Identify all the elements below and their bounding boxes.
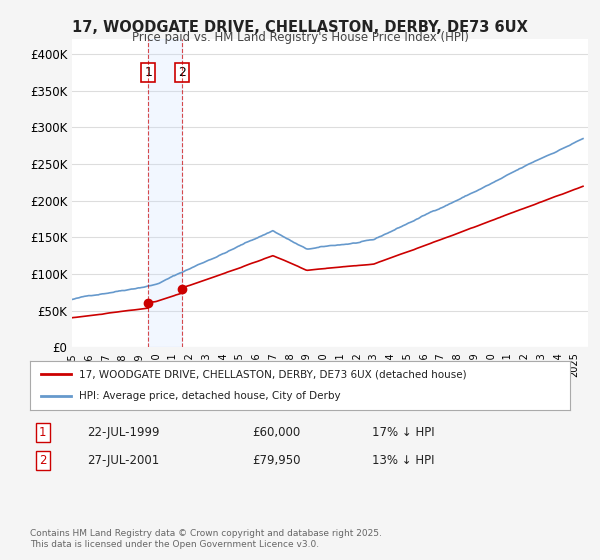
Text: 13% ↓ HPI: 13% ↓ HPI xyxy=(372,454,434,467)
Text: 27-JUL-2001: 27-JUL-2001 xyxy=(87,454,159,467)
Text: 17, WOODGATE DRIVE, CHELLASTON, DERBY, DE73 6UX: 17, WOODGATE DRIVE, CHELLASTON, DERBY, D… xyxy=(72,20,528,35)
Text: 22-JUL-1999: 22-JUL-1999 xyxy=(87,426,160,439)
Text: £79,950: £79,950 xyxy=(252,454,301,467)
Text: Contains HM Land Registry data © Crown copyright and database right 2025.
This d: Contains HM Land Registry data © Crown c… xyxy=(30,529,382,549)
Text: Price paid vs. HM Land Registry's House Price Index (HPI): Price paid vs. HM Land Registry's House … xyxy=(131,31,469,44)
Text: 17, WOODGATE DRIVE, CHELLASTON, DERBY, DE73 6UX (detached house): 17, WOODGATE DRIVE, CHELLASTON, DERBY, D… xyxy=(79,370,466,380)
Text: 1: 1 xyxy=(39,426,47,439)
Text: 17% ↓ HPI: 17% ↓ HPI xyxy=(372,426,434,439)
Text: 2: 2 xyxy=(39,454,47,467)
Text: 1: 1 xyxy=(144,66,152,79)
Text: £60,000: £60,000 xyxy=(252,426,300,439)
Text: 2: 2 xyxy=(178,66,186,79)
Text: HPI: Average price, detached house, City of Derby: HPI: Average price, detached house, City… xyxy=(79,391,340,401)
Bar xyxy=(148,39,182,347)
